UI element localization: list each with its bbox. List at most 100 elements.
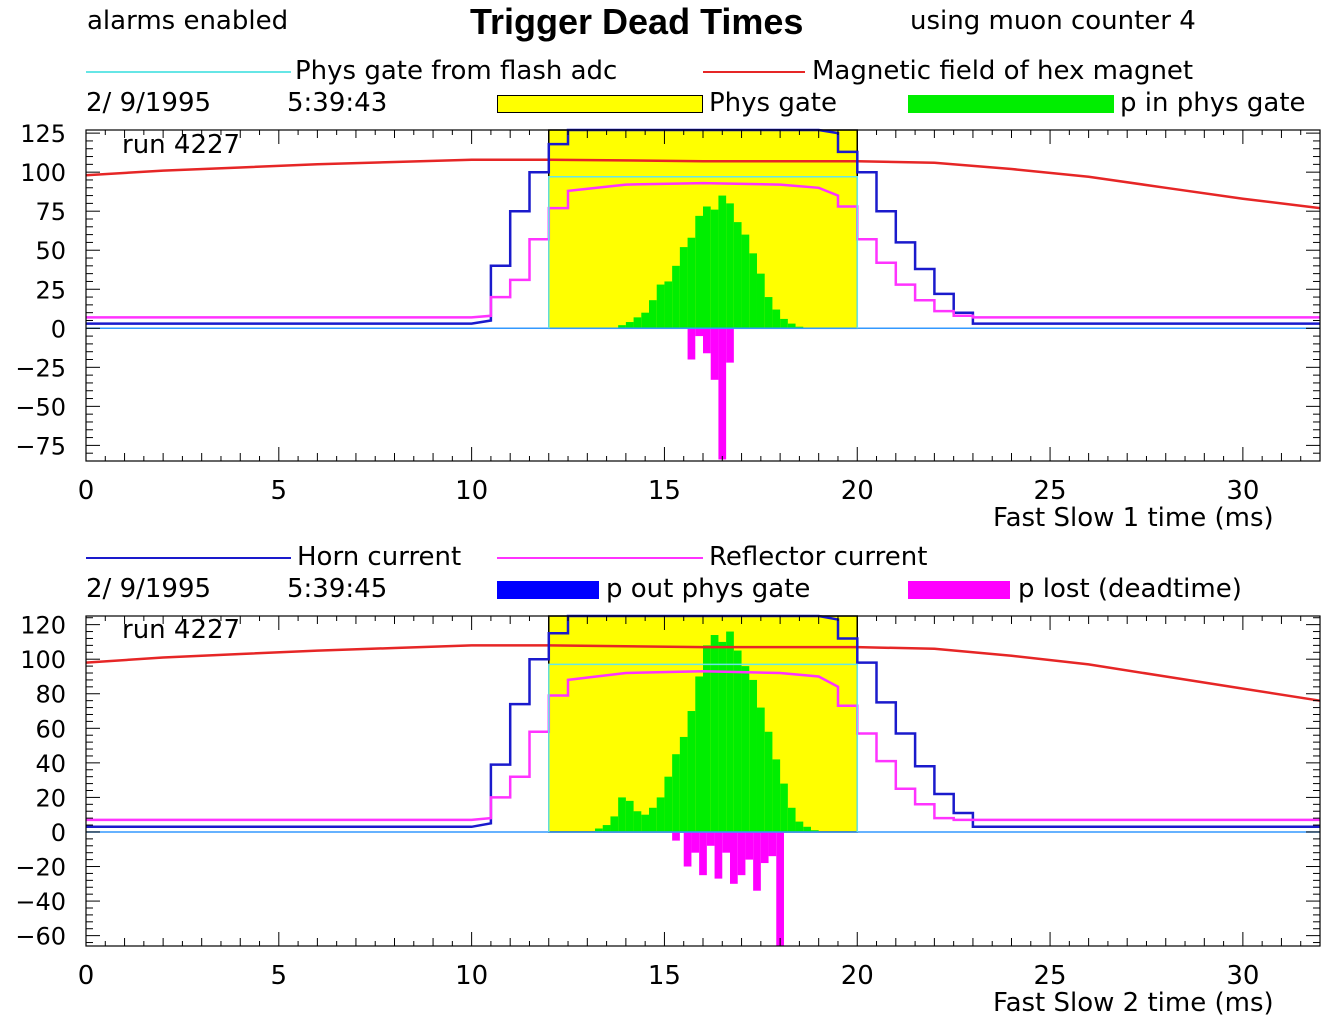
panel2-x-tick-label: 15 xyxy=(648,961,681,991)
legend-label-horn-current: Horn current xyxy=(297,542,462,572)
panel2-x-tick-label: 20 xyxy=(841,961,874,991)
panel2-time: 5:39:45 xyxy=(287,574,388,604)
panel2-p-in-gate-bar xyxy=(780,783,788,832)
legend-box-p-out-phys-gate xyxy=(497,581,599,599)
legend-line-horn-current xyxy=(86,557,291,559)
counter-info: using muon counter 4 xyxy=(910,6,1196,36)
panel1-y-tick-label: 25 xyxy=(35,276,66,304)
panel1-x-tick-label: 10 xyxy=(455,476,488,506)
panel2-y-tick-label: 20 xyxy=(35,784,66,812)
panel1-p-in-gate-bar xyxy=(695,215,703,329)
panel1-p-in-gate-bar xyxy=(772,309,781,329)
panel2-p-in-gate-bar xyxy=(625,800,634,832)
panel2-y-tick-label: −60 xyxy=(15,923,66,951)
panel1-x-axis-title: Fast Slow 1 time (ms) xyxy=(993,503,1274,533)
panel1-p-in-gate-bar xyxy=(672,265,680,329)
panel2-p-in-gate-bar xyxy=(649,807,657,832)
panel1-p-in-gate-bar xyxy=(641,312,650,329)
panel2-y-tick-label: 60 xyxy=(35,715,66,743)
panel1-y-tick-label: −75 xyxy=(15,432,66,460)
panel2-x-tick-label: 0 xyxy=(78,961,95,991)
panel1-p-lost-bar xyxy=(695,328,703,337)
panel2-p-in-gate-bar xyxy=(710,635,719,832)
panel1-p-in-gate-bar xyxy=(687,237,696,329)
panel2-x-tick-label: 5 xyxy=(271,961,288,991)
panel2-p-in-gate-bar xyxy=(672,754,680,832)
panel1-series-magnetic-field-of-hex-magnet xyxy=(85,158,1321,210)
panel2-p-lost-bar xyxy=(714,831,723,879)
panel1-p-in-gate-bar xyxy=(625,322,634,329)
panel1-y-tick-label: 125 xyxy=(20,120,66,148)
panel2-p-in-gate-bar xyxy=(703,645,711,832)
panel1-x-tick-label: 25 xyxy=(1034,476,1067,506)
panel1-y-tick-label: 0 xyxy=(51,315,66,343)
panel1-p-in-gate-bar xyxy=(710,209,719,329)
panel2-y-tick-label: −40 xyxy=(15,888,66,916)
legend-label-p-lost: p lost (deadtime) xyxy=(1018,574,1242,604)
panel2-x-tick-label: 10 xyxy=(455,961,488,991)
panel2-p-lost-bar xyxy=(768,831,777,857)
panel2-p-in-gate-bar xyxy=(656,797,665,832)
legend-label-p-out-phys-gate: p out phys gate xyxy=(606,574,811,604)
legend-line-magnetic-field xyxy=(703,71,805,73)
panel1-p-in-gate-bar xyxy=(726,203,734,329)
panel2-p-lost-bar xyxy=(699,831,707,876)
panel1-y-tick-label: 50 xyxy=(35,237,66,265)
panel1-p-in-gate-bar xyxy=(718,195,727,329)
panel2-p-lost-bar xyxy=(753,831,761,891)
panel1-time: 5:39:43 xyxy=(287,88,388,118)
legend-box-p-lost xyxy=(908,581,1010,599)
panel1-p-in-gate-bar xyxy=(787,323,796,329)
panel2-p-lost-bar xyxy=(683,831,692,867)
legend-label-magnetic-field: Magnetic field of hex magnet xyxy=(812,56,1194,86)
panel1-y-tick-label: 75 xyxy=(35,198,66,226)
legend-box-p-in-phys-gate xyxy=(908,95,1114,113)
panel2-p-in-gate-bar xyxy=(741,666,750,832)
panel2-p-in-gate-bar xyxy=(772,759,781,832)
panel2-p-in-gate-bar xyxy=(664,776,673,832)
page-title: Trigger Dead Times xyxy=(470,1,804,42)
panel1-x-tick-label: 30 xyxy=(1226,476,1259,506)
panel2-y-tick-label: 100 xyxy=(20,646,66,674)
panel1-series-reflector-current xyxy=(86,181,1320,319)
panel1-p-in-gate-bar xyxy=(664,281,673,329)
panel1-date: 2/ 9/1995 xyxy=(86,88,212,118)
panel1-p-in-gate-bar xyxy=(656,284,665,329)
panel2-x-tick-label: 25 xyxy=(1034,961,1067,991)
panel2-p-lost-bar xyxy=(691,831,700,853)
panel1-p-in-gate-bar xyxy=(679,247,688,329)
panel2-p-in-gate-bar xyxy=(679,736,688,832)
panel2-series-phys-gate-from-flash-adc xyxy=(548,663,859,832)
panel1-series-phys-gate-from-flash-adc xyxy=(548,176,859,329)
panel1-p-lost-bar xyxy=(687,328,696,360)
legend-label-phys-gate-adc: Phys gate from flash adc xyxy=(295,56,618,86)
panel1-p-in-gate-bar xyxy=(741,234,750,329)
panel2-series-reflector-current xyxy=(86,670,1320,822)
panel1-series-horn-current xyxy=(86,128,1320,325)
panel2-p-in-gate-bar xyxy=(756,707,765,832)
legend-label-phys-gate: Phys gate xyxy=(709,88,837,118)
panel1-x-tick-label: 5 xyxy=(271,476,288,506)
panel2-y-tick-label: −20 xyxy=(15,854,66,882)
panel1-p-lost-bar xyxy=(703,328,711,354)
panel2-p-in-gate-bar xyxy=(733,650,742,832)
panel1-p-in-gate-bar xyxy=(764,297,773,329)
panel2-p-in-gate-bar xyxy=(602,825,611,832)
legend-label-reflector-current: Reflector current xyxy=(709,542,928,572)
panel2-p-in-gate-bar xyxy=(795,821,804,832)
panel2-p-in-gate-bar xyxy=(726,631,734,832)
panel2-y-tick-label: 80 xyxy=(35,681,66,709)
legend-line-reflector-current xyxy=(497,557,703,559)
panel2-p-lost-bar xyxy=(745,831,754,860)
panel2-p-in-gate-bar xyxy=(749,679,757,832)
panel2-y-tick-label: 120 xyxy=(20,612,66,640)
panel2-p-in-gate-bar xyxy=(803,826,811,832)
panel2-p-in-gate-bar xyxy=(810,830,819,832)
panel2-p-lost-bar xyxy=(760,831,769,864)
panel1-p-in-gate-bar xyxy=(703,206,711,329)
legend-label-p-in-phys-gate: p in phys gate xyxy=(1120,88,1306,118)
panel1-p-in-gate-bar xyxy=(733,222,742,329)
panel2-p-in-gate-bar xyxy=(618,797,626,832)
panel1-x-tick-label: 15 xyxy=(648,476,681,506)
